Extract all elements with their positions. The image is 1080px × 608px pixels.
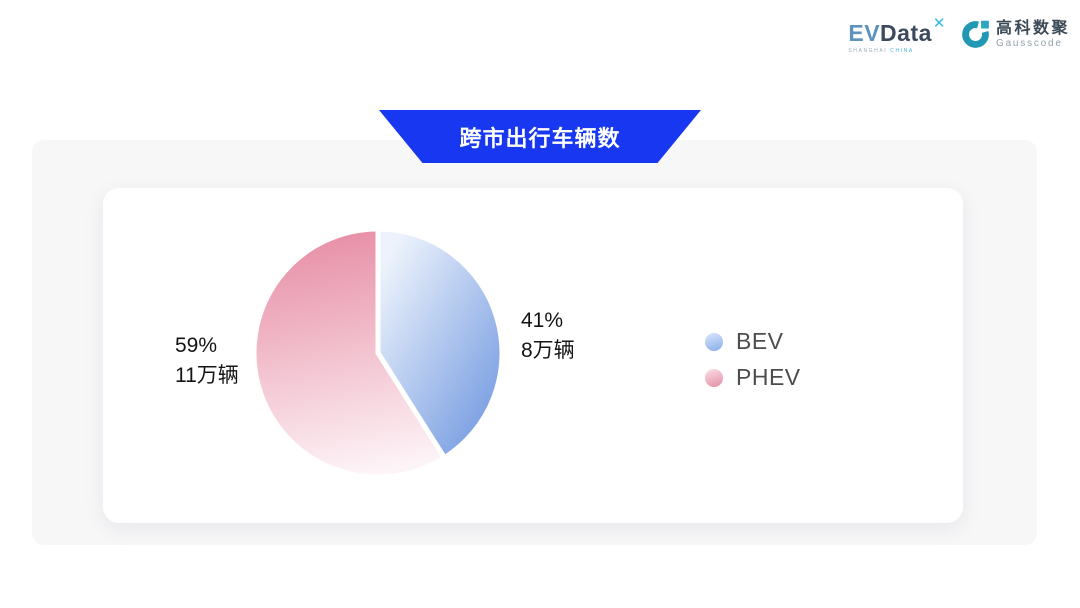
pie-slice-phev[interactable]: [251, 226, 448, 480]
chart-panel: 41% 8万辆 59% 11万辆 BEV PHEV: [32, 140, 1037, 545]
legend-dot-phev: [705, 368, 723, 387]
gausscode-text: 高科数聚 Gausscode: [996, 20, 1070, 50]
header-logos: EVData✕ SHANGHAI CHINA 高科数聚 Gausscode: [848, 16, 1070, 54]
legend-dot-bev: [705, 332, 723, 351]
bev-percent: 41%: [521, 309, 564, 332]
pie-chart: [248, 223, 508, 483]
legend-item-phev[interactable]: PHEV: [705, 364, 801, 391]
phev-percent: 59%: [175, 334, 218, 357]
section-title-banner: 跨市出行车辆数: [379, 110, 701, 163]
legend-item-bev[interactable]: BEV: [705, 328, 801, 355]
gausscode-name-cn: 高科数聚: [995, 19, 1070, 37]
evdata-logo: EVData✕ SHANGHAI CHINA: [848, 16, 946, 54]
pie-label-bev: 41% 8万辆: [521, 306, 575, 366]
phev-count: 11万辆: [175, 364, 239, 387]
evdata-data-text: Data: [880, 20, 932, 46]
gausscode-c-icon: [962, 20, 989, 48]
chart-card: 41% 8万辆 59% 11万辆 BEV PHEV: [103, 188, 963, 523]
evdata-ev-text: EV: [848, 20, 881, 46]
pie-svg: [251, 226, 505, 480]
pie-label-phev: 59% 11万辆: [175, 331, 239, 391]
legend-label-bev: BEV: [736, 328, 784, 354]
evdata-x-icon: ✕: [932, 15, 946, 32]
legend: BEV PHEV: [705, 328, 801, 391]
section-title: 跨市出行车辆数: [459, 125, 621, 151]
gausscode-name-en: Gausscode: [995, 38, 1063, 50]
bev-count: 8万辆: [521, 339, 575, 362]
evdata-wordmark: EVData✕: [848, 16, 946, 46]
evdata-subtext: SHANGHAI CHINA: [848, 48, 914, 54]
gausscode-logo: 高科数聚 Gausscode: [960, 18, 1070, 51]
legend-label-phev: PHEV: [736, 364, 801, 390]
